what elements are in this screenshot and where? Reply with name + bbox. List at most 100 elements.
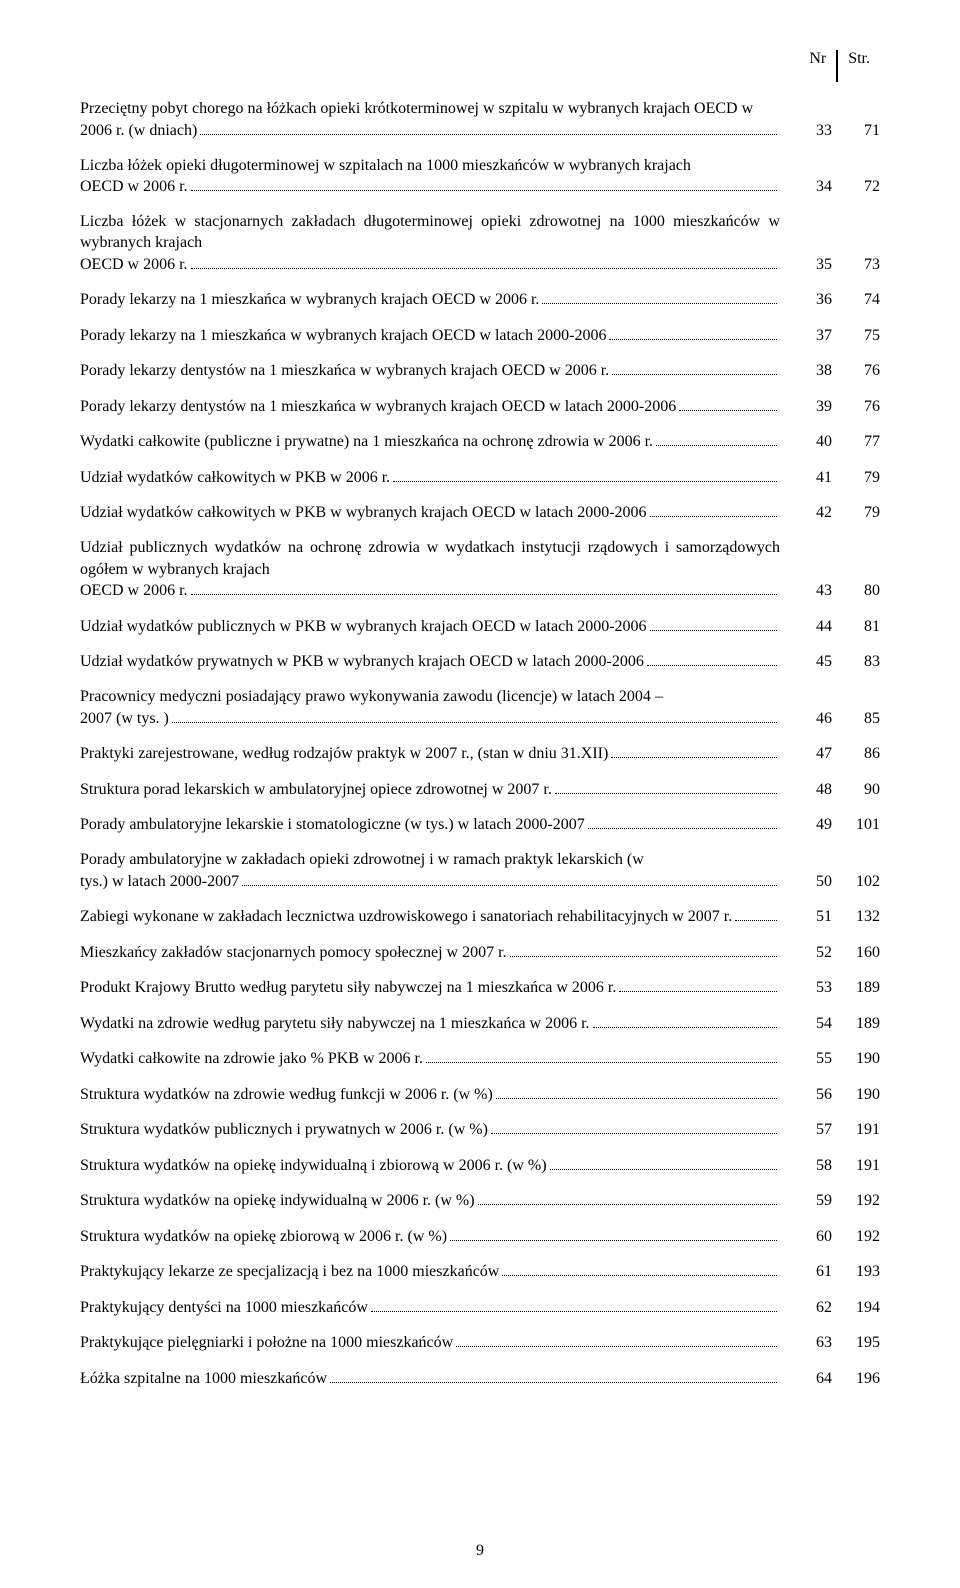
toc-text: Porady lekarzy na 1 mieszkańca w wybrany…	[80, 289, 539, 310]
toc-nr: 34	[780, 155, 832, 212]
toc-text: Udział wydatków prywatnych w PKB w wybra…	[80, 651, 644, 672]
header-str: Str.	[837, 50, 880, 82]
toc-nr: 42	[780, 502, 832, 538]
toc-row: Mieszkańcy zakładów stacjonarnych pomocy…	[80, 941, 880, 977]
toc-str: 77	[832, 431, 880, 467]
leader-dots	[619, 977, 777, 992]
toc-str: 74	[832, 289, 880, 325]
toc-description: Zabiegi wykonane w zakładach lecznictwa …	[80, 906, 780, 942]
toc-description: Struktura wydatków na opiekę indywidualn…	[80, 1154, 780, 1190]
toc-row: Łóżka szpitalne na 1000 mieszkańców 6419…	[80, 1367, 880, 1403]
toc-row: Struktura wydatków na opiekę indywidualn…	[80, 1190, 880, 1226]
toc-leader-line: Porady ambulatoryjne lekarskie i stomato…	[80, 814, 780, 836]
toc-text: Porady ambulatoryjne lekarskie i stomato…	[80, 814, 585, 835]
toc-row: Udział wydatków publicznych w PKB w wybr…	[80, 615, 880, 651]
toc-str: 195	[832, 1332, 880, 1368]
toc-nr: 35	[780, 211, 832, 289]
leader-dots	[609, 324, 777, 339]
toc-nr: 47	[780, 743, 832, 779]
toc-nr: 56	[780, 1083, 832, 1119]
toc-leader-line: 2006 r. (w dniach)	[80, 119, 780, 141]
toc-nr: 41	[780, 466, 832, 502]
leader-dots	[735, 906, 777, 921]
toc-row: Porady ambulatoryjne lekarskie i stomato…	[80, 814, 880, 850]
toc-leader-line: Struktura wydatków na zdrowie według fun…	[80, 1083, 780, 1105]
toc-leader-line: OECD w 2006 r.	[80, 176, 780, 198]
toc-nr: 44	[780, 615, 832, 651]
toc-leader-line: Praktykujący dentyści na 1000 mieszkańcó…	[80, 1296, 780, 1318]
leader-dots	[588, 814, 777, 829]
toc-row: Wydatki całkowite (publiczne i prywatne)…	[80, 431, 880, 467]
toc-leader-line: OECD w 2006 r.	[80, 253, 780, 275]
toc-row: Struktura wydatków na opiekę zbiorową w …	[80, 1225, 880, 1261]
toc-text-tail: 2007 (w tys. )	[80, 708, 169, 729]
toc-nr: 50	[780, 849, 832, 906]
toc-row: Praktykujący dentyści na 1000 mieszkańcó…	[80, 1296, 880, 1332]
leader-dots	[491, 1119, 777, 1134]
toc-text: Udział wydatków całkowitych w PKB w 2006…	[80, 467, 390, 488]
toc-description: Praktykujący lekarze ze specjalizacją i …	[80, 1261, 780, 1297]
leader-dots	[456, 1332, 777, 1347]
toc-description: Porady lekarzy dentystów na 1 mieszkańca…	[80, 395, 780, 431]
toc-description: Porady lekarzy dentystów na 1 mieszkańca…	[80, 360, 780, 396]
toc-leader-line: Mieszkańcy zakładów stacjonarnych pomocy…	[80, 941, 780, 963]
toc-text: Porady lekarzy dentystów na 1 mieszkańca…	[80, 396, 676, 417]
toc-str: 71	[832, 98, 880, 155]
toc-str: 76	[832, 360, 880, 396]
toc-text: Struktura wydatków na opiekę zbiorową w …	[80, 1226, 447, 1247]
document-page: Nr Str. Przeciętny pobyt chorego na łóżk…	[0, 0, 960, 1588]
leader-dots	[242, 870, 777, 885]
toc-nr: 62	[780, 1296, 832, 1332]
toc-row: Praktykujący lekarze ze specjalizacją i …	[80, 1261, 880, 1297]
toc-str: 189	[832, 977, 880, 1013]
toc-text: Struktura wydatków na zdrowie według fun…	[80, 1084, 493, 1105]
toc-description: Łóżka szpitalne na 1000 mieszkańców	[80, 1367, 780, 1403]
toc-text: Wydatki na zdrowie według parytetu siły …	[80, 1013, 590, 1034]
toc-text: Praktyki zarejestrowane, według rodzajów…	[80, 743, 608, 764]
toc-nr: 48	[780, 778, 832, 814]
toc-str: 190	[832, 1083, 880, 1119]
toc-row: Udział publicznych wydatków na ochronę z…	[80, 537, 880, 615]
toc-str: 101	[832, 814, 880, 850]
leader-dots	[647, 651, 777, 666]
leader-dots	[550, 1154, 777, 1169]
leader-dots	[371, 1296, 777, 1311]
toc-leader-line: 2007 (w tys. )	[80, 707, 780, 729]
toc-str: 90	[832, 778, 880, 814]
toc-text: Porady lekarzy dentystów na 1 mieszkańca…	[80, 360, 609, 381]
toc-nr: 60	[780, 1225, 832, 1261]
toc-leader-line: OECD w 2006 r.	[80, 580, 780, 602]
toc-text-head: Udział publicznych wydatków na ochronę z…	[80, 537, 780, 579]
leader-dots	[172, 707, 777, 722]
toc-nr: 46	[780, 686, 832, 743]
toc-nr: 49	[780, 814, 832, 850]
toc-description: Wydatki na zdrowie według parytetu siły …	[80, 1012, 780, 1048]
toc-description: Praktyki zarejestrowane, według rodzajów…	[80, 743, 780, 779]
toc-row: Wydatki na zdrowie według parytetu siły …	[80, 1012, 880, 1048]
toc-text-head: Pracownicy medyczni posiadający prawo wy…	[80, 686, 780, 707]
toc-leader-line: Praktykujący lekarze ze specjalizacją i …	[80, 1261, 780, 1283]
toc-nr: 51	[780, 906, 832, 942]
toc-text: Struktura wydatków na opiekę indywidualn…	[80, 1155, 547, 1176]
toc-str: 79	[832, 502, 880, 538]
toc-text: Udział wydatków całkowitych w PKB w wybr…	[80, 502, 647, 523]
toc-row: Praktyki zarejestrowane, według rodzajów…	[80, 743, 880, 779]
toc-str: 85	[832, 686, 880, 743]
toc-description: Udział publicznych wydatków na ochronę z…	[80, 537, 780, 615]
toc-str: 72	[832, 155, 880, 212]
leader-dots	[650, 502, 777, 517]
toc-row: Liczba łóżek w stacjonarnych zakładach d…	[80, 211, 880, 289]
toc-nr: 64	[780, 1367, 832, 1403]
toc-nr: 33	[780, 98, 832, 155]
leader-dots	[426, 1048, 777, 1063]
toc-description: Udział wydatków całkowitych w PKB w 2006…	[80, 466, 780, 502]
toc-str: 194	[832, 1296, 880, 1332]
toc-nr: 55	[780, 1048, 832, 1084]
toc-description: Przeciętny pobyt chorego na łóżkach opie…	[80, 98, 780, 155]
toc-nr: 45	[780, 651, 832, 687]
toc-row: Porady ambulatoryjne w zakładach opieki …	[80, 849, 880, 906]
toc-nr: 39	[780, 395, 832, 431]
toc-nr: 38	[780, 360, 832, 396]
toc-nr: 58	[780, 1154, 832, 1190]
leader-dots	[496, 1083, 777, 1098]
